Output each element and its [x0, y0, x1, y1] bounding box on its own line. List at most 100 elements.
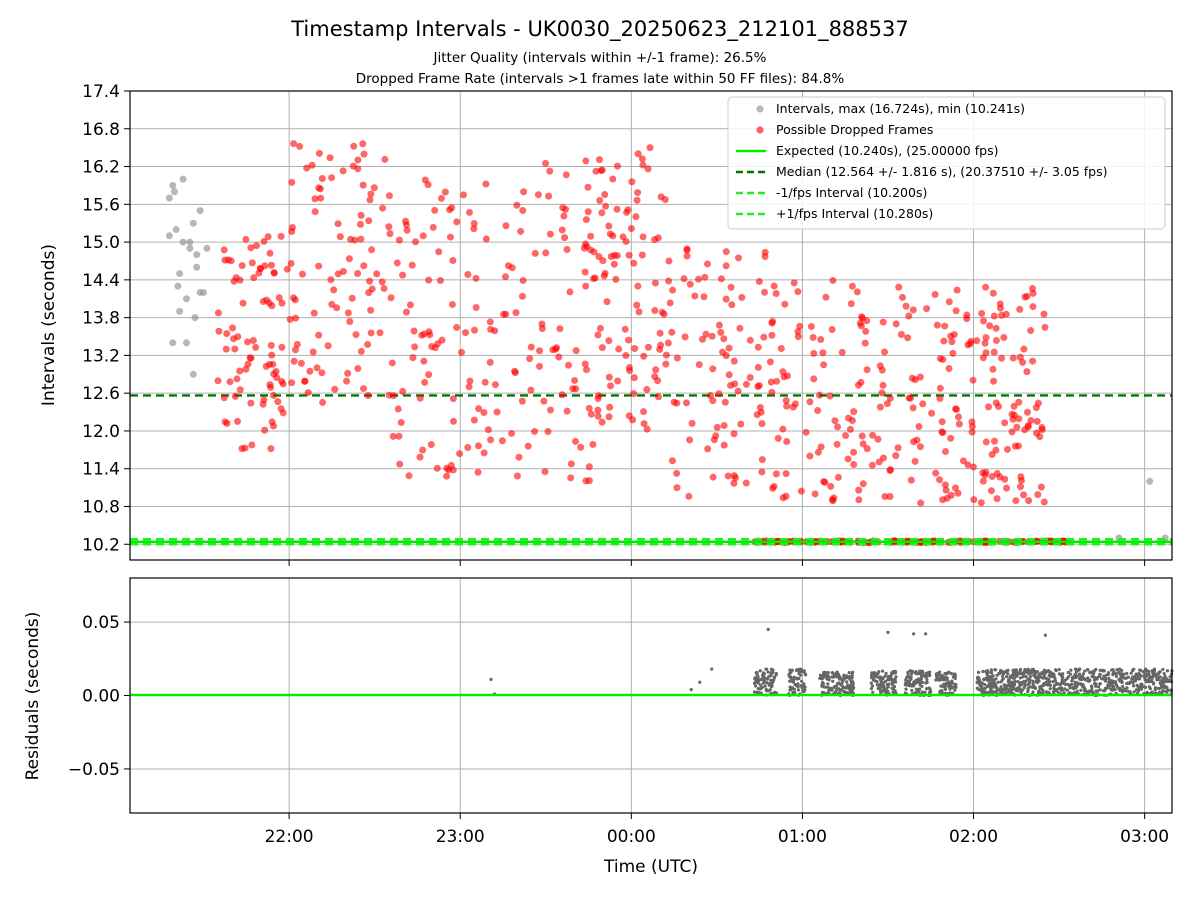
dropped-frame-point [834, 423, 842, 431]
dropped-frame-point [742, 380, 750, 388]
dropped-frame-point [443, 472, 451, 480]
dropped-frame-point [250, 274, 258, 282]
dropped-frame-point [475, 405, 483, 413]
dropped-frame-point [886, 394, 894, 402]
residual-point [1111, 684, 1115, 688]
residual-point [1031, 690, 1035, 694]
dropped-frame-point [942, 486, 950, 494]
dropped-frame-point [783, 402, 791, 410]
dropped-frame-point [386, 230, 394, 238]
dropped-frame-point [270, 370, 278, 378]
dropped-frame-point [704, 260, 712, 268]
residuals-y-tick-label: 0.00 [82, 687, 120, 707]
residual-point [1021, 675, 1025, 679]
residual-point [845, 680, 849, 684]
dropped-frame-point [622, 352, 630, 360]
residual-point [872, 670, 877, 675]
residual-point [1135, 672, 1139, 676]
dropped-frame-point [863, 445, 871, 453]
residual-point [1053, 677, 1057, 681]
dropped-frame-point [318, 175, 326, 183]
dropped-frame-point [360, 262, 368, 270]
residual-point [1131, 684, 1136, 688]
residual-point [788, 688, 792, 692]
residual-point [950, 686, 954, 690]
residual-point [890, 686, 894, 690]
dropped-frame-point [1025, 497, 1033, 505]
dropped-frame-point [540, 397, 548, 405]
legend-box [727, 96, 1166, 230]
dropped-frame-point [239, 299, 247, 307]
dropped-frame-point [480, 408, 488, 416]
residual-point [993, 685, 997, 689]
dropped-frame-point [908, 374, 916, 382]
dropped-frame-point [598, 209, 606, 217]
residual-point [910, 683, 914, 687]
dropped-frame-point [535, 362, 543, 370]
dropped-frame-point [721, 398, 729, 406]
dropped-frame-point [437, 194, 445, 202]
residual-point [838, 682, 843, 687]
residual-point [792, 687, 796, 691]
dropped-frame-point [668, 457, 676, 465]
dropped-frame-point [822, 293, 830, 301]
dropped-frame-point [262, 362, 270, 370]
dropped-frame-point [344, 309, 352, 317]
dropped-frame-point [830, 494, 838, 502]
dropped-frame-point [354, 365, 362, 373]
dropped-frame-point [214, 377, 222, 385]
residual-point [768, 674, 773, 678]
dropped-frame-point [601, 269, 609, 277]
residual-point [918, 669, 922, 673]
interval-point [196, 288, 204, 296]
dropped-frame-point [301, 377, 309, 385]
dropped-frame-point [954, 489, 962, 497]
dropped-frame-point [720, 422, 728, 430]
dropped-frame-point [564, 361, 572, 369]
dropped-frame-point [419, 232, 427, 240]
dropped-frame-point [527, 386, 535, 394]
residual-point [949, 671, 953, 676]
residual-point [1051, 690, 1056, 694]
residual-point [1051, 675, 1055, 679]
dropped-frame-point [662, 360, 670, 368]
residual-point [1147, 672, 1151, 676]
dropped-frame-point [683, 245, 691, 253]
residual-point [1086, 679, 1090, 683]
dropped-frame-point [850, 448, 858, 456]
dropped-frame-point [982, 349, 990, 357]
residual-point [1023, 667, 1027, 672]
residual-point [886, 630, 890, 634]
dropped-frame-point [630, 390, 638, 398]
residual-point [913, 679, 917, 683]
residual-point [818, 673, 823, 677]
intervals-y-tick-label: 15.6 [82, 195, 120, 215]
dropped-frame-point [594, 331, 602, 339]
dropped-frame-point [298, 270, 306, 278]
dropped-frame-point [948, 338, 956, 346]
dropped-frame-point [986, 322, 994, 330]
dropped-frame-point [558, 226, 566, 234]
legend-label-intervals: Intervals, max (16.724s), min (10.241s) [776, 101, 1025, 116]
dropped-frame-point [651, 279, 659, 287]
dropped-frame-point [236, 367, 244, 375]
dropped-frame-point [253, 242, 261, 250]
dropped-frame-point [266, 249, 274, 257]
residual-point [1047, 679, 1052, 684]
dropped-frame-point [278, 343, 286, 351]
dropped-frame-point [317, 194, 325, 202]
residual-point [1041, 688, 1045, 692]
dropped-frame-point [609, 175, 617, 183]
dropped-frame-point [542, 249, 550, 257]
dropped-frame-point [590, 248, 598, 256]
dropped-frame-point [536, 347, 544, 355]
dropped-frame-point [996, 300, 1004, 308]
residual-point [1022, 679, 1026, 684]
residual-point [1118, 667, 1122, 671]
dropped-frame-point [952, 307, 960, 315]
legend-label-median: Median (12.564 +/- 1.816 s), (20.37510 +… [776, 164, 1107, 179]
residual-point [1089, 670, 1094, 674]
residual-point [1049, 674, 1053, 679]
dropped-frame-point [621, 325, 629, 333]
interval-point [203, 244, 211, 252]
